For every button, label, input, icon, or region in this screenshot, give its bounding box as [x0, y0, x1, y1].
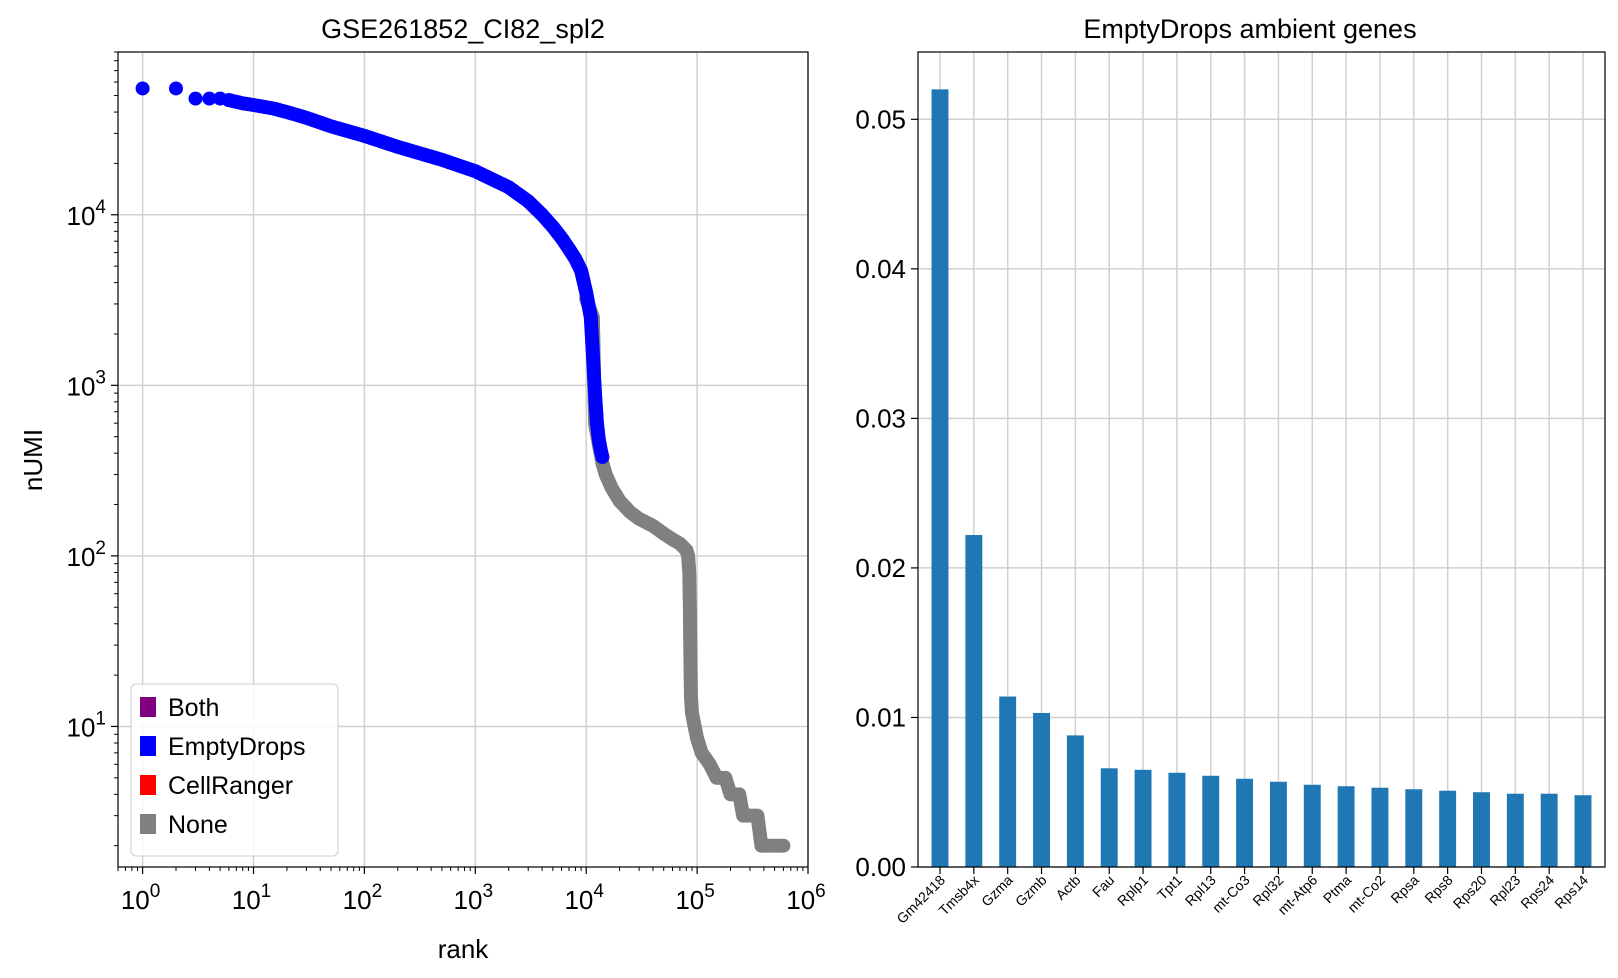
legend-swatch [140, 736, 156, 756]
rank-plot-y-label: nUMI [18, 429, 48, 491]
legend-label: CellRanger [168, 772, 293, 800]
ambient-x-tick-label: Gzmb [1012, 872, 1050, 910]
rank-plot-x-label: rank [438, 934, 490, 964]
ambient-bar [1236, 778, 1254, 867]
rank-plot-y-tick-label: 103 [67, 367, 107, 401]
ambient-bar [1371, 787, 1389, 867]
rank-plot-y-tick-label: 102 [67, 538, 107, 572]
rank-plot-y-tick-label: 101 [67, 708, 107, 742]
ambient-genes-panel: EmptyDrops ambient genes 0.000.010.020.0… [855, 14, 1606, 927]
ambient-genes-y-ticks: 0.00 0.01 0.02 0.03 0.04 0.05 [855, 104, 918, 882]
rank-plot-x-tick-label: 104 [564, 881, 604, 915]
ambient-x-tick-label: Rps14 [1551, 872, 1591, 912]
ambient-genes-frame [917, 51, 1606, 868]
ambient-bar [1202, 775, 1220, 867]
legend-label: None [168, 811, 228, 839]
rank-point-none [776, 838, 791, 853]
legend-box [130, 683, 339, 857]
rank-plot-x-tick-label: 105 [675, 881, 715, 915]
rank-point-emptydrops [168, 81, 183, 96]
rank-plot-x-tick-label: 102 [343, 881, 383, 915]
rank-plot-y-tick-label: 104 [67, 197, 107, 231]
rank-plot-x-tick-label: 106 [786, 881, 826, 915]
rank-point-emptydrops [188, 91, 203, 106]
ambient-bar [1506, 793, 1524, 867]
rank-plot-x-tick-label: 103 [454, 881, 494, 915]
ambient-bar [1066, 735, 1084, 867]
ambient-bar [1168, 772, 1186, 867]
ambient-genes-grid [918, 52, 1605, 868]
ambient-bar [1540, 793, 1558, 867]
ambient-y-tick-label: 0.01 [855, 702, 906, 732]
rank-plot-panel: GSE261852_CI82_spl2 100 101 102 103 104 105 10… [18, 14, 826, 964]
ambient-bar [999, 696, 1017, 867]
ambient-genes-title: EmptyDrops ambient genes [1083, 14, 1416, 44]
rank-plot-x-ticks: 100 101 102 103 104 105 106 [117, 867, 826, 915]
rank-point-emptydrops [202, 91, 217, 106]
ambient-x-tick-label: Rps20 [1450, 872, 1490, 912]
legend-label: Both [168, 694, 219, 722]
rank-plot-x-tick-label: 101 [232, 881, 272, 915]
ambient-x-tick-label: Rpl23 [1486, 872, 1523, 909]
ambient-bar [1473, 792, 1490, 867]
ambient-y-tick-label: 0.04 [855, 254, 906, 284]
rank-plot-x-tick-label: 100 [121, 881, 161, 915]
ambient-bar [965, 535, 983, 867]
rank-plot-legend: Both EmptyDrops CellRanger None [130, 683, 339, 857]
ambient-x-tick-label: Rplp1 [1114, 872, 1151, 909]
ambient-genes-bars [931, 89, 1592, 868]
ambient-y-tick-label: 0.00 [855, 852, 906, 882]
ambient-x-tick-label: mt-Co3 [1209, 872, 1253, 916]
ambient-y-tick-label: 0.02 [855, 553, 906, 583]
ambient-x-tick-label: Fau [1089, 872, 1117, 900]
ambient-bar [1033, 712, 1050, 867]
ambient-y-tick-label: 0.05 [855, 104, 906, 134]
ambient-bar [931, 89, 949, 868]
ambient-bar [1303, 784, 1321, 867]
legend-label: EmptyDrops [168, 733, 306, 761]
ambient-bar [1439, 790, 1457, 867]
legend-swatch [140, 814, 156, 834]
rank-point-emptydrops [135, 81, 150, 96]
ambient-y-tick-label: 0.03 [855, 403, 906, 433]
legend-swatch [140, 775, 156, 795]
ambient-x-tick-label: Rps24 [1517, 872, 1557, 912]
rank-point-emptydrops [595, 450, 610, 465]
ambient-bar [1337, 786, 1355, 867]
legend-swatch [140, 697, 156, 717]
ambient-x-tick-label: Gzma [978, 872, 1016, 910]
ambient-x-tick-label: Tpt1 [1154, 872, 1185, 903]
rank-plot-frame [117, 51, 809, 868]
ambient-x-tick-label: mt-Co2 [1344, 872, 1388, 916]
ambient-bar [1405, 789, 1423, 867]
ambient-x-tick-label: Actb [1052, 872, 1083, 903]
ambient-bar [1574, 795, 1592, 867]
ambient-bar [1100, 768, 1118, 867]
rank-plot-y-ticks: 101 102 103 104 [67, 51, 118, 847]
ambient-bar [1134, 769, 1152, 867]
rank-plot-title: GSE261852_CI82_spl2 [321, 14, 605, 44]
ambient-x-tick-label: Rpsa [1387, 872, 1422, 907]
rank-plot-points [135, 81, 791, 853]
ambient-bar [1269, 781, 1287, 867]
